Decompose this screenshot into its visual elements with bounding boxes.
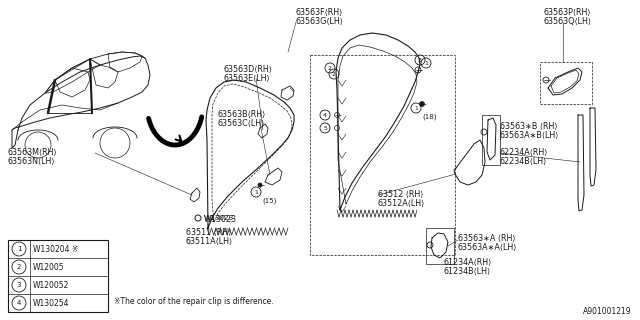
Circle shape (258, 183, 262, 187)
Text: 63563A∗B⟨LH⟩: 63563A∗B⟨LH⟩ (500, 131, 559, 140)
Text: 63563F⟨RH⟩: 63563F⟨RH⟩ (296, 8, 343, 17)
Circle shape (419, 101, 424, 107)
Text: 63511A⟨LH⟩: 63511A⟨LH⟩ (186, 237, 233, 246)
Text: 2: 2 (332, 71, 336, 76)
Text: (15): (15) (262, 197, 276, 204)
Text: 5: 5 (323, 125, 327, 131)
Text: 63563∗A ⟨RH⟩: 63563∗A ⟨RH⟩ (458, 234, 515, 243)
Text: 63563B⟨RH⟩: 63563B⟨RH⟩ (218, 110, 266, 119)
Bar (310, 55, 455, 255)
Text: 62234A⟨RH⟩: 62234A⟨RH⟩ (500, 148, 548, 157)
Text: W130204 ※: W130204 ※ (33, 244, 78, 253)
Text: 63563A∗A⟨LH⟩: 63563A∗A⟨LH⟩ (458, 243, 517, 252)
Text: 1: 1 (254, 189, 258, 195)
Text: 61234A⟨RH⟩: 61234A⟨RH⟩ (444, 258, 492, 267)
Text: 63511 ⟨RH⟩: 63511 ⟨RH⟩ (186, 228, 231, 237)
Bar (540, 62, 592, 104)
Text: 63512 ⟨RH⟩: 63512 ⟨RH⟩ (378, 190, 424, 199)
Text: 63563N⟨LH⟩: 63563N⟨LH⟩ (8, 157, 56, 166)
Text: 63563Q⟨LH⟩: 63563Q⟨LH⟩ (543, 17, 591, 26)
Text: 63563D⟨RH⟩: 63563D⟨RH⟩ (224, 65, 273, 74)
Bar (426, 228, 454, 264)
Text: 1: 1 (17, 246, 21, 252)
Text: 3: 3 (418, 58, 422, 62)
Text: W13023: W13023 (204, 215, 234, 221)
Text: 61234B⟨LH⟩: 61234B⟨LH⟩ (444, 267, 491, 276)
Text: 4: 4 (323, 113, 327, 117)
Text: (18): (18) (422, 113, 436, 119)
Text: 63563E⟨LH⟩: 63563E⟨LH⟩ (224, 74, 271, 83)
Text: A901001219: A901001219 (584, 308, 632, 316)
Text: 4: 4 (17, 300, 21, 306)
Bar (482, 115, 500, 165)
Text: 63563M⟨RH⟩: 63563M⟨RH⟩ (8, 148, 58, 157)
Text: 2: 2 (17, 264, 21, 270)
Text: W13023: W13023 (204, 215, 237, 224)
Text: 63563∗B ⟨RH⟩: 63563∗B ⟨RH⟩ (500, 122, 557, 131)
Text: 2: 2 (328, 66, 332, 70)
Text: 1: 1 (424, 60, 428, 66)
Text: W120052: W120052 (33, 281, 69, 290)
Text: W12005: W12005 (33, 262, 65, 271)
Text: 63563P⟨RH⟩: 63563P⟨RH⟩ (543, 8, 591, 17)
Text: 63512A⟨LH⟩: 63512A⟨LH⟩ (378, 199, 425, 208)
Text: W130254: W130254 (33, 299, 70, 308)
Text: 3: 3 (17, 282, 21, 288)
Text: 1: 1 (414, 106, 418, 110)
Text: 62234B⟨LH⟩: 62234B⟨LH⟩ (500, 157, 547, 166)
Bar (8, 240, 108, 312)
Text: 63563G⟨LH⟩: 63563G⟨LH⟩ (296, 17, 344, 26)
Text: 63563C⟨LH⟩: 63563C⟨LH⟩ (218, 119, 265, 128)
Text: ※The color of the repair clip is difference.: ※The color of the repair clip is differe… (114, 298, 274, 307)
